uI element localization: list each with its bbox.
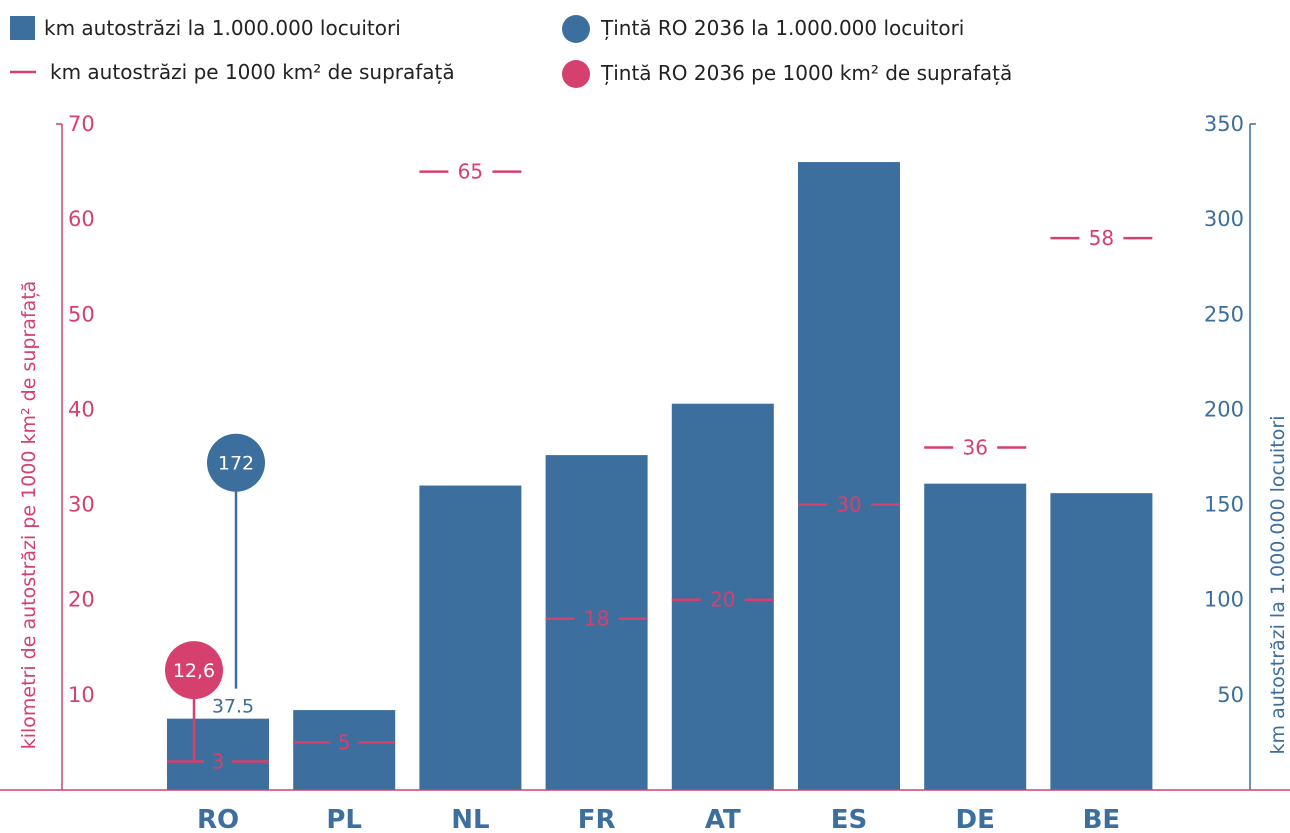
density-label: 3 [212,749,225,773]
legend-target-density-swatch [562,60,590,88]
density-label: 58 [1089,226,1114,250]
category-label-ro: RO [197,805,239,833]
left-tick-label: 20 [68,588,95,612]
legend-density-label: km autostrăzi pe 1000 km² de suprafață [50,60,455,84]
left-tick-label: 40 [68,397,95,421]
left-axis-title: kilometri de autostrăzi pe 1000 km² de s… [18,281,40,750]
bar-pl [293,710,396,790]
left-tick-label: 10 [68,683,95,707]
category-label-de: DE [956,805,995,833]
density-label: 5 [338,730,351,754]
left-tick-label: 60 [68,207,95,231]
target-label: 172 [218,453,254,475]
left-tick-label: 70 [68,112,95,136]
right-tick-label: 100 [1204,588,1244,612]
bar-value-label: 37.5 [212,696,254,718]
bar-ro [167,718,269,790]
right-tick-label: 350 [1204,112,1244,136]
target-marker [207,433,265,492]
legend-target-density-label: Țintă RO 2036 pe 1000 km² de suprafață [600,61,1012,85]
category-label-at: AT [705,805,741,833]
right-axis-title: km autostrăzi la 1.000.000 locuitori [1267,416,1289,755]
target-marker [165,641,223,700]
left-tick-label: 50 [68,302,95,326]
legend-target-bars-swatch [562,15,590,43]
legend-bar-swatch [10,16,35,40]
density-label: 36 [962,435,987,459]
density-label: 65 [458,160,483,184]
bar-fr [545,455,648,790]
category-label-es: ES [831,805,868,833]
category-label-pl: PL [326,805,362,833]
category-label-nl: NL [451,805,489,833]
bar-be [1050,493,1153,790]
category-label-fr: FR [578,805,616,833]
left-axis: 10 20 30 40 50 60 70 kilometri de autostrăzi p… [18,112,95,790]
right-tick-label: 150 [1204,493,1244,517]
legend: km autostrăzi la 1.000.000 locuitori km … [10,15,1012,88]
target-label: 12,6 [173,660,215,682]
bar-es [798,162,900,791]
legend-target-bars-label: Țintă RO 2036 la 1.000.000 locuitori [600,16,964,40]
right-tick-label: 50 [1217,683,1244,707]
right-tick-label: 250 [1204,302,1244,326]
right-tick-label: 200 [1204,397,1244,421]
density-label: 30 [836,493,861,517]
legend-bars-label: km autostrăzi la 1.000.000 locuitori [44,16,401,40]
density-label: 20 [710,588,735,612]
bar-nl [419,485,522,790]
right-axis: 50 100 150 200 250 300 350 km autostrăzi la 1.… [1204,112,1289,790]
category-label-be: BE [1083,805,1121,833]
density-label: 18 [584,607,609,631]
left-tick-label: 30 [68,493,95,517]
bar-at [671,403,774,790]
right-tick-label: 300 [1204,207,1244,231]
bar-de [924,483,1027,790]
